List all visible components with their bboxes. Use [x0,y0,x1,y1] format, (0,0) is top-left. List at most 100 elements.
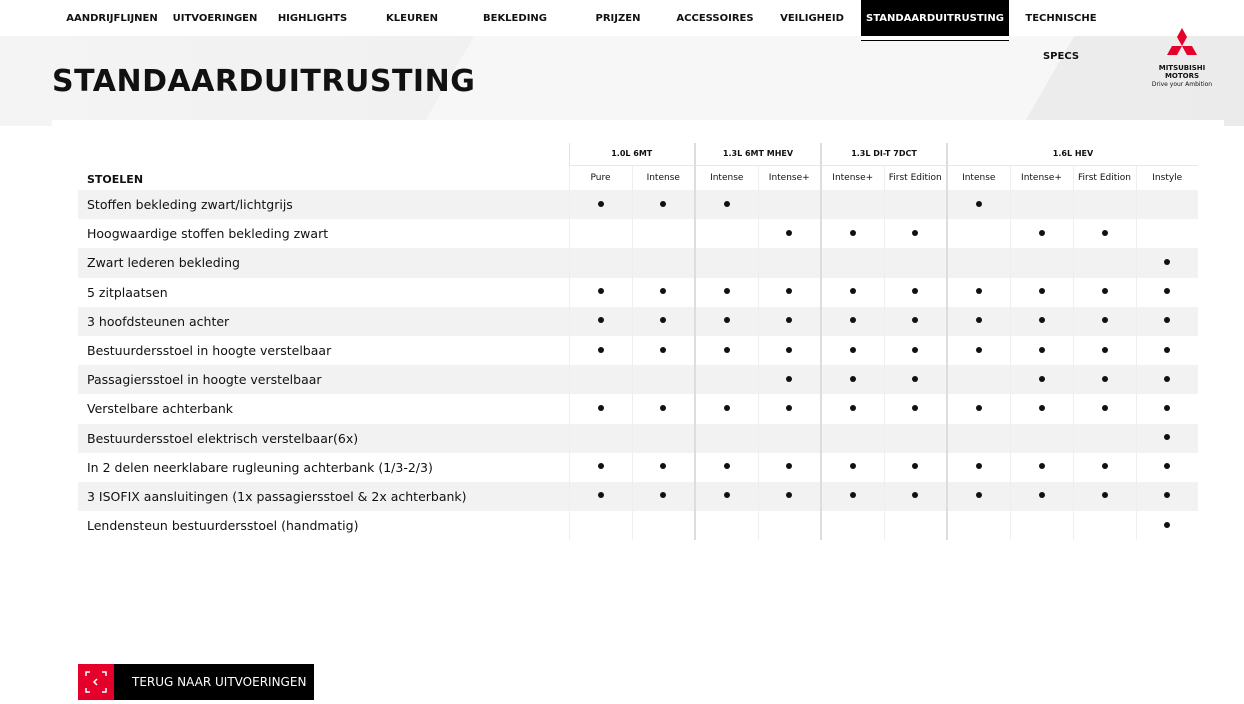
feature-cell [883,277,947,307]
included-dot-icon [1164,317,1171,324]
feature-cell [757,481,821,512]
feature-cell [820,423,884,453]
nav-tab-uitvoeringen[interactable]: UITVOERINGEN [172,13,258,24]
feature-cell [1072,335,1136,366]
nav-tab-prijzen[interactable]: PRIJZEN [595,13,641,24]
feature-cell [694,423,758,453]
nav-tab-standaarduitrusting[interactable]: STANDAARDUITRUSTING [861,0,1009,36]
feature-cell [820,248,884,278]
feature-cell [883,219,947,249]
feature-cell [757,394,821,424]
feature-cell [883,452,947,482]
included-dot-icon [786,288,793,295]
feature-cell [631,481,695,512]
feature-cell [568,394,632,424]
nav-tab-technische-specs[interactable]: TECHNISCHE SPECS [1025,13,1097,62]
included-dot-icon [849,288,856,295]
feature-cell [1135,365,1198,395]
table-row: Lendensteun bestuurdersstoel (handmatig) [78,511,1198,541]
feature-cell [946,190,1010,220]
page-title: STANDAARDUITRUSTING [52,64,476,99]
chevron-left-icon [78,664,114,700]
included-dot-icon [1101,317,1108,324]
included-dot-icon [912,492,919,499]
included-dot-icon [786,463,793,470]
included-dot-icon [660,317,667,324]
feature-cell [820,306,884,336]
feature-cell [757,365,821,395]
feature-cell [694,190,758,220]
feature-cell [946,306,1010,336]
feature-cell [757,452,821,482]
included-dot-icon [849,346,856,353]
nav-tab-accessoires[interactable]: ACCESSOIRES [676,13,754,24]
variant-header: Instyle [1135,165,1198,190]
feature-cell [883,394,947,424]
feature-cell [820,219,884,249]
feature-cell [820,511,884,541]
nav-tab-veiligheid[interactable]: VEILIGHEID [780,13,844,24]
feature-cell [946,452,1010,482]
feature-cell [757,190,821,220]
included-dot-icon [1101,404,1108,411]
feature-label: Passagiersstoel in hoogte verstelbaar [87,372,322,388]
mitsubishi-diamonds-icon [1167,28,1197,55]
included-dot-icon [912,404,919,411]
back-to-versions-button[interactable]: TERUG NAAR UITVOERINGEN [78,664,314,700]
included-dot-icon [597,404,604,411]
table-row: 5 zitplaatsen [78,277,1198,307]
feature-cell [946,277,1010,307]
included-dot-icon [1101,288,1108,295]
feature-cell [694,306,758,336]
feature-cell [1072,190,1136,220]
feature-cell [1009,394,1073,424]
feature-cell [757,511,821,541]
nav-tab-kleuren[interactable]: KLEUREN [386,13,438,24]
nav-tab-aandrijflijnen[interactable]: AANDRIJFLIJNEN [66,13,158,24]
feature-cell [883,511,947,541]
variant-header: Intense [631,165,695,190]
feature-cell [1072,511,1136,541]
feature-cell [631,423,695,453]
variant-header: Intense+ [1009,165,1073,190]
feature-cell [883,190,947,220]
included-dot-icon [597,317,604,324]
feature-label: 3 ISOFIX aansluitingen (1x passagierssto… [87,488,467,504]
table-row: Bestuurdersstoel in hoogte verstelbaar [78,335,1198,366]
feature-cell [1072,394,1136,424]
feature-cell [946,335,1010,366]
feature-cell [1009,452,1073,482]
feature-cell [757,219,821,249]
feature-cell [694,335,758,366]
included-dot-icon [1038,375,1045,382]
feature-cell [1072,306,1136,336]
included-dot-icon [1038,229,1045,236]
nav-tab-bekleding[interactable]: BEKLEDING [482,13,547,24]
feature-cell [946,219,1010,249]
included-dot-icon [912,288,919,295]
included-dot-icon [723,463,730,470]
included-dot-icon [912,317,919,324]
included-dot-icon [1038,346,1045,353]
top-nav: AANDRIJFLIJNEN UITVOERINGEN HIGHLIGHTS KLEU… [0,0,1244,62]
feature-cell [694,248,758,278]
feature-cell [820,277,884,307]
included-dot-icon [723,288,730,295]
included-dot-icon [975,463,982,470]
feature-label: Bestuurdersstoel elektrisch verstelbaar(… [87,430,359,446]
included-dot-icon [1164,434,1171,441]
nav-tab-highlights[interactable]: HIGHLIGHTS [277,13,348,24]
included-dot-icon [660,463,667,470]
variant-header: Pure [568,165,632,190]
included-dot-icon [1038,492,1045,499]
feature-cell [757,423,821,453]
feature-cell [946,394,1010,424]
feature-cell [1072,248,1136,278]
feature-cell [1135,335,1198,366]
included-dot-icon [786,229,793,236]
feature-label: Hoogwaardige stoffen bekleding zwart [87,226,329,242]
variant-header: Intense [694,165,758,190]
included-dot-icon [1101,375,1108,382]
feature-cell [820,481,884,512]
feature-cell [1009,190,1073,220]
